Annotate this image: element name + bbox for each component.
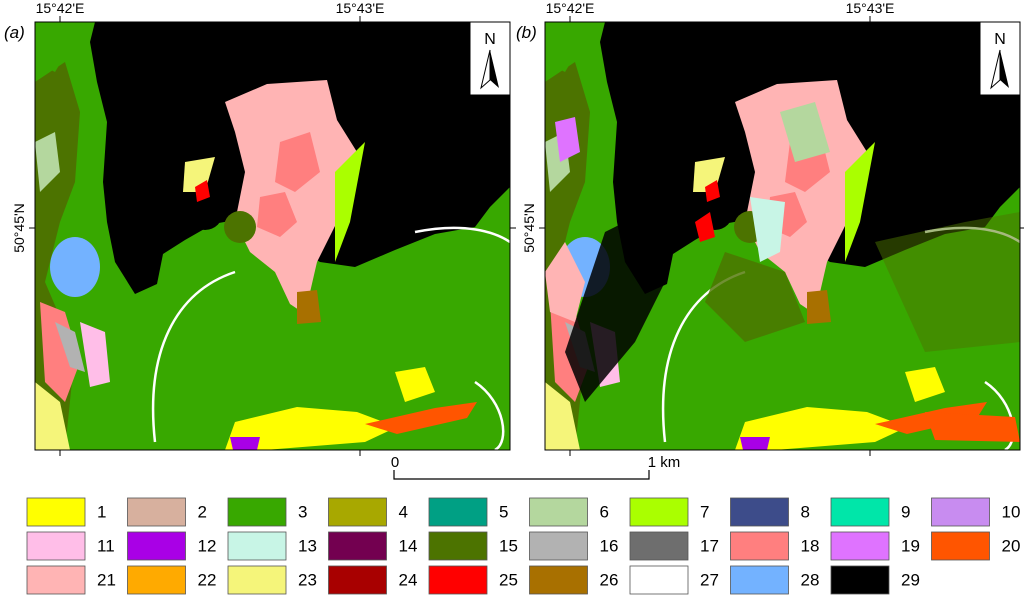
legend-swatch	[227, 531, 287, 561]
north-arrow: N	[979, 21, 1021, 96]
legend-label: 3	[298, 502, 307, 521]
legend-swatch	[730, 497, 789, 527]
legend-label: 28	[801, 570, 820, 589]
legend-label: 24	[399, 570, 418, 589]
lon-label: 15°43'E	[846, 0, 895, 16]
legend-label: 11	[97, 536, 115, 555]
legend-label: 13	[298, 536, 317, 555]
legend-swatch	[328, 565, 387, 595]
legend-label: 15	[499, 536, 518, 555]
legend-swatch	[730, 565, 789, 595]
legend-label: 18	[801, 536, 820, 555]
lat-label: 50°45'N	[11, 203, 27, 253]
land-cover-map	[35, 22, 510, 450]
legend-swatch	[529, 531, 588, 561]
legend-swatch	[629, 497, 689, 527]
map-panel-b: N	[539, 16, 1024, 456]
lon-label: 15°42'E	[546, 0, 595, 16]
panel-label: (a)	[4, 23, 25, 42]
north-box	[979, 21, 1021, 96]
legend-swatch	[529, 565, 588, 595]
legend-swatch	[127, 497, 186, 527]
arrow-right	[490, 50, 499, 88]
lon-label: 15°43'E	[336, 0, 385, 16]
legend-swatch	[127, 531, 186, 561]
panel-frame	[34, 21, 511, 451]
legend-label: 1	[97, 502, 106, 521]
legend-label: 12	[198, 536, 217, 555]
legend-swatch	[931, 531, 990, 561]
legend-label: 27	[700, 570, 719, 589]
legend-label: 5	[499, 502, 508, 521]
north-arrow: N	[469, 21, 511, 96]
legend-label: 17	[700, 536, 719, 555]
north-label: N	[994, 31, 1006, 48]
panel-frame	[544, 21, 1021, 451]
north-label: N	[484, 31, 496, 48]
legend-label: 20	[1002, 536, 1021, 555]
legend-swatch	[428, 497, 488, 527]
legend-swatch	[227, 497, 287, 527]
legend-label: 26	[600, 570, 619, 589]
legend-label: 9	[901, 502, 910, 521]
legend-label: 10	[1002, 502, 1021, 521]
legend-swatch	[428, 531, 488, 561]
legend-swatch	[26, 497, 86, 527]
legend-label: 23	[298, 570, 317, 589]
legend-swatch	[830, 497, 890, 527]
legend-label: 7	[700, 502, 709, 521]
legend-swatch	[629, 565, 689, 595]
legend-label: 2	[198, 502, 207, 521]
legend-swatch	[529, 497, 588, 527]
legend-swatch	[26, 565, 86, 595]
legend-swatch	[931, 497, 990, 527]
legend-label: 14	[399, 536, 418, 555]
scale-line	[393, 470, 650, 480]
legend-label: 22	[198, 570, 217, 589]
arrow-right	[1000, 50, 1009, 88]
legend-swatch	[26, 531, 86, 561]
legend-label: 25	[499, 570, 518, 589]
legend-swatch	[428, 565, 488, 595]
legend-swatch	[328, 531, 387, 561]
legend-swatch	[328, 497, 387, 527]
classification-noise	[545, 102, 1020, 442]
scale-end: 1 km	[648, 454, 681, 471]
lon-label: 15°42'E	[36, 0, 85, 16]
legend-swatch	[127, 565, 186, 595]
legend-swatch	[730, 531, 789, 561]
legend-swatch	[830, 531, 890, 561]
scale-bar: 0 1 km	[391, 454, 681, 480]
legend-swatch	[629, 531, 689, 561]
legend-label: 16	[600, 536, 619, 555]
map-panel-a: N	[29, 16, 516, 456]
legend-swatch	[830, 565, 890, 595]
legend-label: 8	[801, 502, 810, 521]
legend-label: 29	[901, 570, 920, 589]
legend-label: 21	[97, 570, 116, 589]
legend-swatch	[227, 565, 287, 595]
legend-label: 4	[399, 502, 408, 521]
legend-label: 19	[901, 536, 920, 555]
panel-label: (b)	[516, 23, 537, 42]
legend-label: 6	[600, 502, 609, 521]
lat-label: 50°45'N	[521, 203, 537, 253]
scale-start: 0	[391, 454, 399, 471]
